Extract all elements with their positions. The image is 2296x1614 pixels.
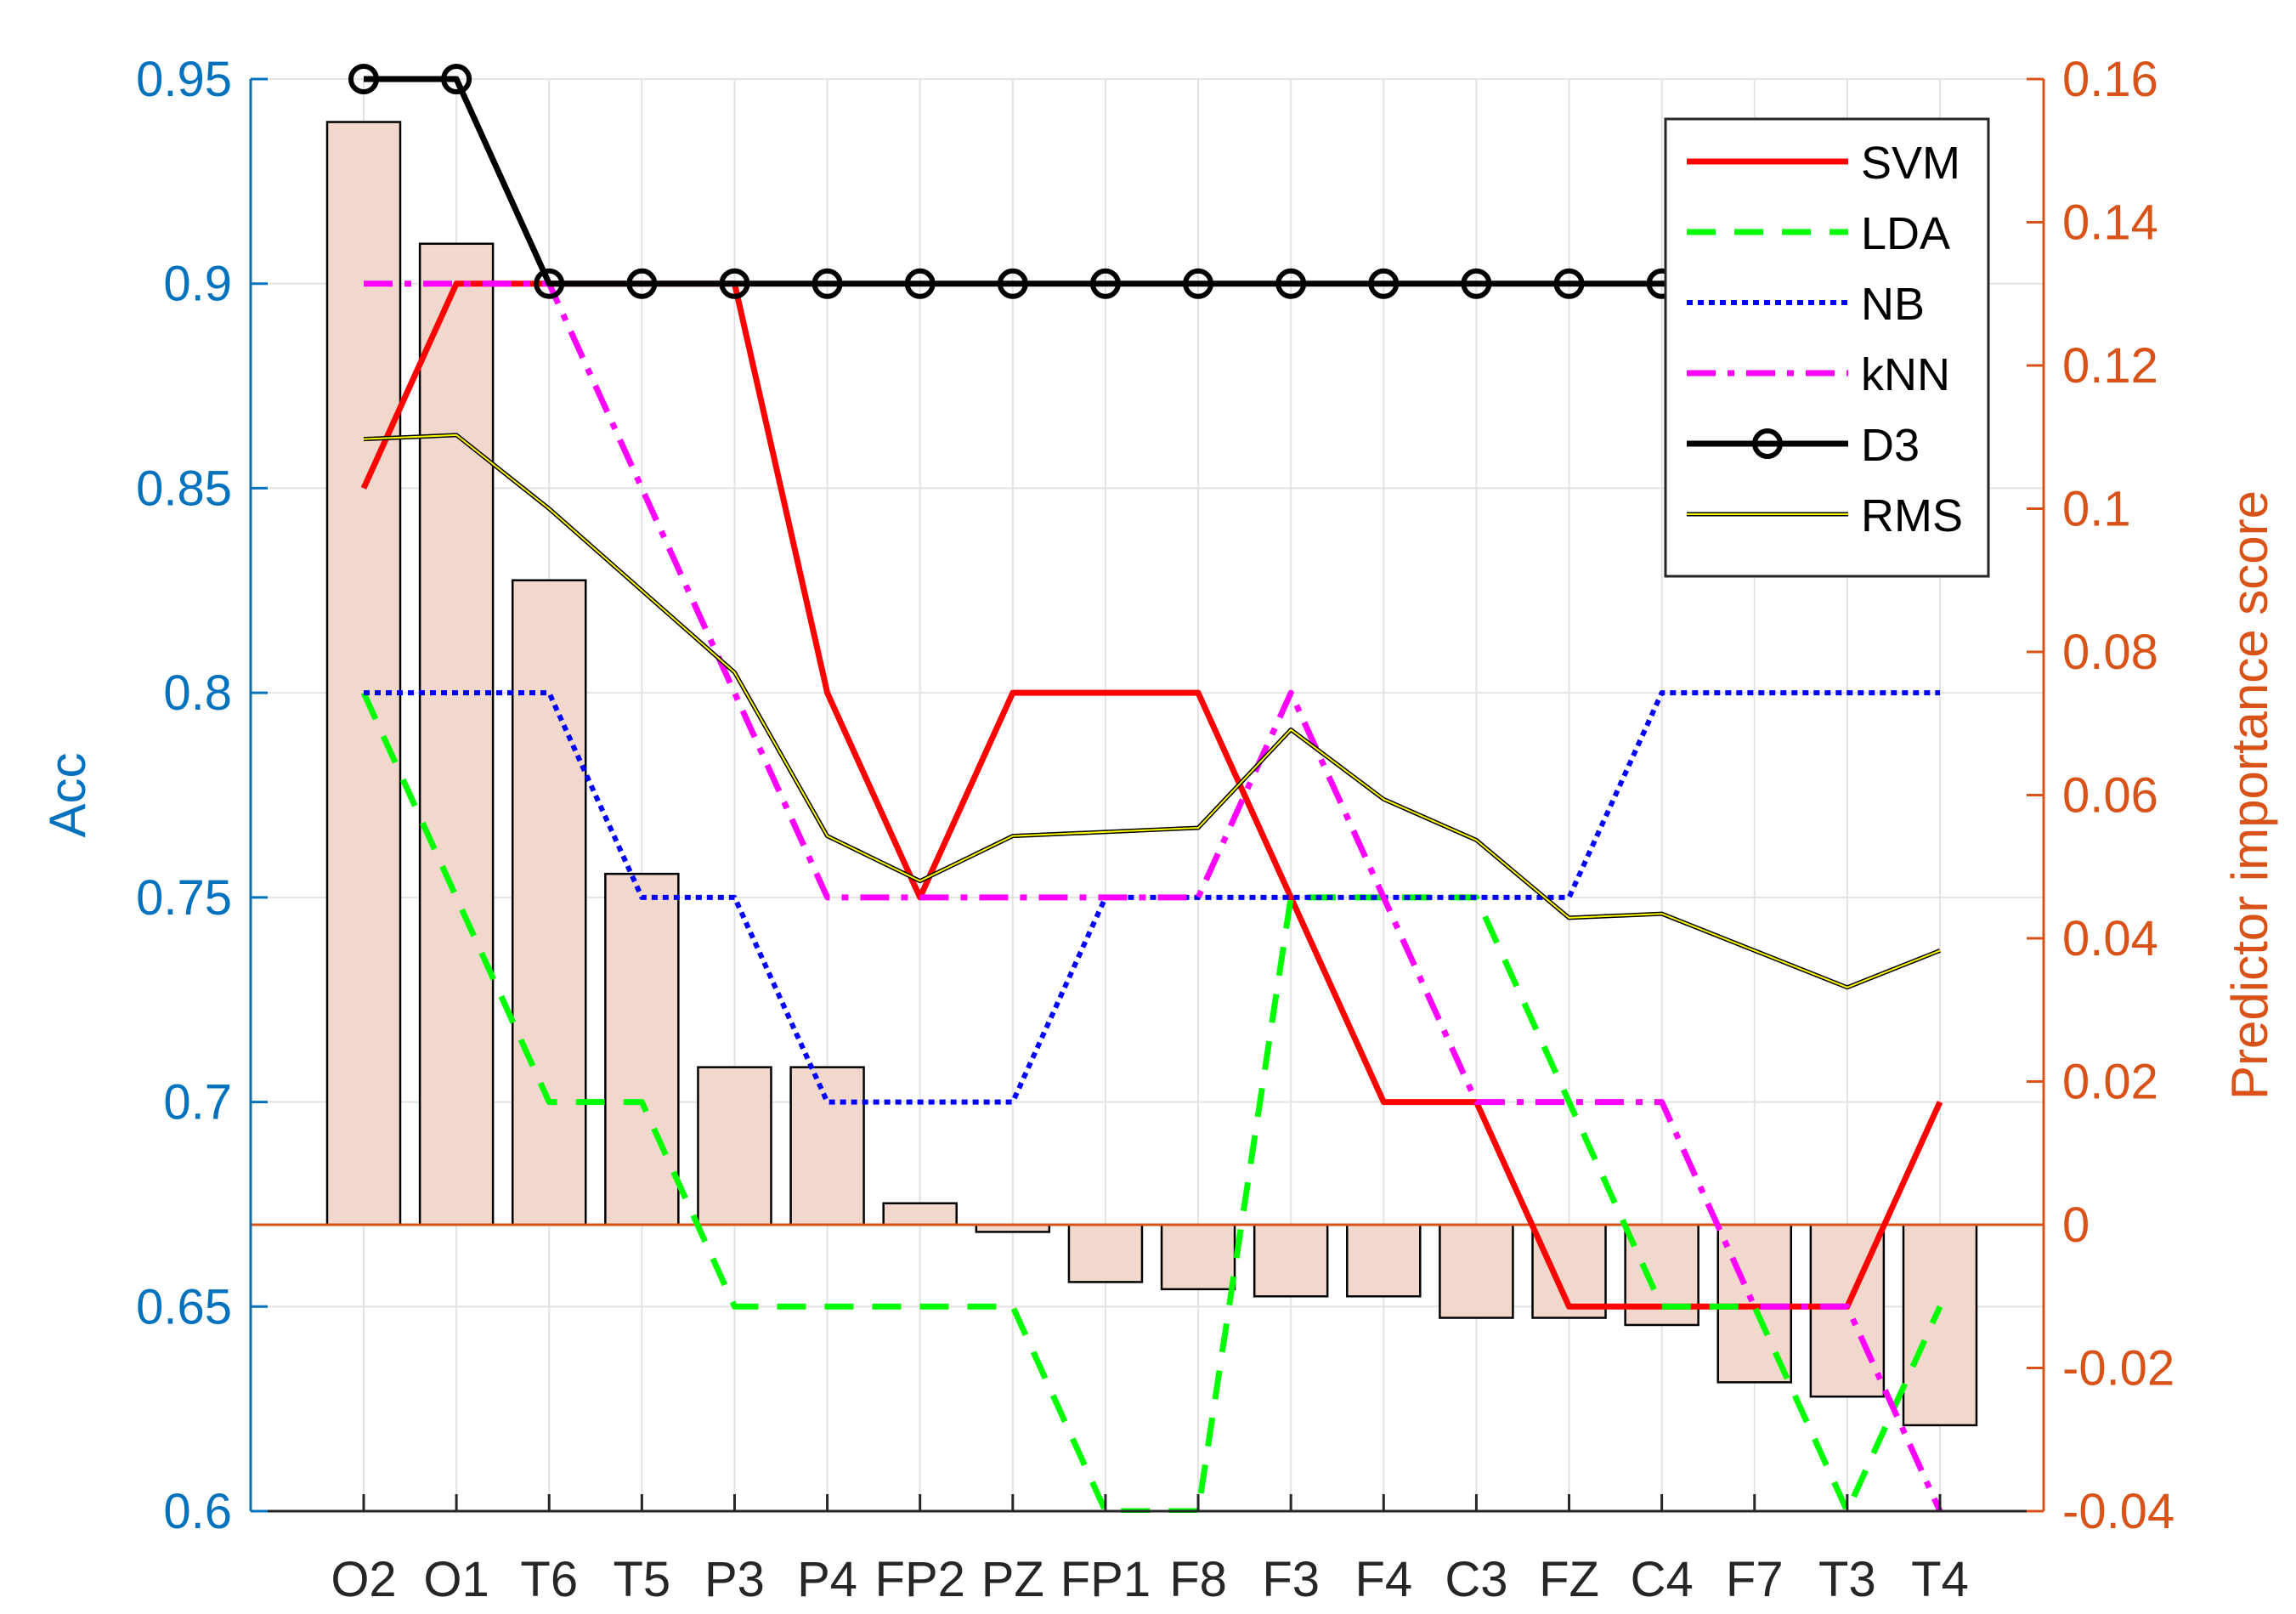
right-axis-label: Predictor importance score (2221, 490, 2278, 1100)
point-D3-P3 (719, 268, 750, 299)
x-tick-label: P3 (704, 1552, 765, 1607)
x-tick-label: PZ (981, 1552, 1044, 1607)
bar-F3 (1253, 1223, 1329, 1298)
left-tick-label: 0.65 (136, 1279, 232, 1334)
point-D3-F4 (1368, 268, 1400, 299)
right-tick-label: 0.16 (2062, 52, 2158, 107)
legend-label-SVM: SVM (1861, 138, 1960, 189)
point-D3-O1 (441, 64, 472, 94)
left-tick-label: 0.9 (163, 257, 232, 312)
bar-C4 (1624, 1223, 1699, 1327)
legend-label-D3: D3 (1861, 420, 1920, 471)
left-tick-label: 0.8 (163, 665, 232, 721)
bar-T4 (1902, 1223, 1978, 1427)
left-tick-label: 0.6 (163, 1484, 232, 1539)
x-tick-label: F4 (1354, 1552, 1412, 1607)
right-tick-label: -0.04 (2062, 1484, 2174, 1539)
point-D3-O2 (348, 64, 379, 94)
series-line-LDA (360, 691, 1943, 1513)
point-D3-P4 (812, 268, 843, 299)
point-D3-T6 (534, 268, 565, 299)
series-line-RMS (363, 433, 1941, 988)
left-tick-label: 0.85 (136, 461, 232, 516)
bar-FP1 (1067, 1223, 1144, 1283)
x-tick-label: FZ (1539, 1552, 1599, 1607)
bar-P4 (789, 1066, 865, 1226)
point-D3-FP1 (1089, 268, 1121, 299)
point-D3-FP2 (904, 268, 936, 299)
bar-O2 (325, 121, 402, 1226)
right-tick-label: 0.12 (2062, 338, 2158, 394)
bar-F8 (1160, 1223, 1236, 1291)
legend-label-kNN: kNN (1861, 349, 1950, 400)
bar-O1 (418, 242, 495, 1226)
bar-T5 (604, 872, 680, 1226)
right-tick-label: 0.02 (2062, 1055, 2158, 1110)
series-line-NB (364, 690, 1940, 1105)
left-axis-label: Acc (39, 752, 96, 837)
left-tick-label: 0.7 (163, 1075, 232, 1130)
left-tick-label: 0.75 (136, 870, 232, 926)
legend-marker-D3 (1752, 428, 1783, 459)
legend: SVM LDA NB kNN D3 RMS (1664, 117, 1990, 578)
right-tick-label: -0.02 (2062, 1341, 2174, 1396)
point-D3-PZ (997, 268, 1028, 299)
bars (325, 121, 1978, 1427)
legend-box (1664, 117, 1990, 578)
x-tick-label: T3 (1818, 1552, 1876, 1607)
legend-label-RMS: RMS (1861, 490, 1963, 541)
right-tick-label: 0.06 (2062, 768, 2158, 824)
point-D3-F8 (1183, 268, 1214, 299)
right-tick-label: 0.14 (2062, 195, 2158, 251)
x-tick-label: T4 (1911, 1552, 1969, 1607)
right-tick-label: 0.04 (2062, 911, 2158, 966)
x-tick-label: F7 (1726, 1552, 1784, 1607)
x-tick-label: O2 (331, 1552, 396, 1607)
legend-label-LDA: LDA (1861, 208, 1950, 259)
x-tick-label: T6 (520, 1552, 578, 1607)
bar-P3 (697, 1066, 772, 1226)
x-tick-label: FP1 (1060, 1552, 1151, 1607)
point-D3-T5 (626, 268, 658, 299)
x-tick-label: C3 (1445, 1552, 1507, 1607)
right-tick-label: 0.08 (2062, 625, 2158, 680)
x-tick-label: F3 (1262, 1552, 1320, 1607)
bar-F4 (1346, 1223, 1422, 1298)
bar-C3 (1439, 1223, 1514, 1319)
x-tick-label: P4 (797, 1552, 857, 1607)
series-line-kNN (364, 280, 1943, 1513)
x-tick-label: FP2 (875, 1552, 965, 1607)
legend-label-NB: NB (1861, 279, 1925, 330)
bar-FP2 (882, 1202, 958, 1226)
point-D3-FZ (1553, 268, 1585, 299)
left-tick-label: 0.95 (136, 52, 232, 107)
x-tick-label: T5 (614, 1552, 671, 1607)
x-tick-label: O1 (423, 1552, 489, 1607)
x-tick-label: F8 (1169, 1552, 1227, 1607)
x-tick-label: C4 (1631, 1552, 1694, 1607)
right-tick-label: 0 (2062, 1198, 2090, 1253)
bar-T6 (511, 579, 587, 1226)
right-tick-label: 0.1 (2062, 482, 2131, 537)
axes: 0.6 0.65 0.7 0.75 0.8 0.85 0.9 0.95 -0.04 -0.02 0 0… (39, 52, 2278, 1607)
point-D3-C3 (1461, 268, 1492, 299)
point-D3-F3 (1275, 268, 1307, 299)
